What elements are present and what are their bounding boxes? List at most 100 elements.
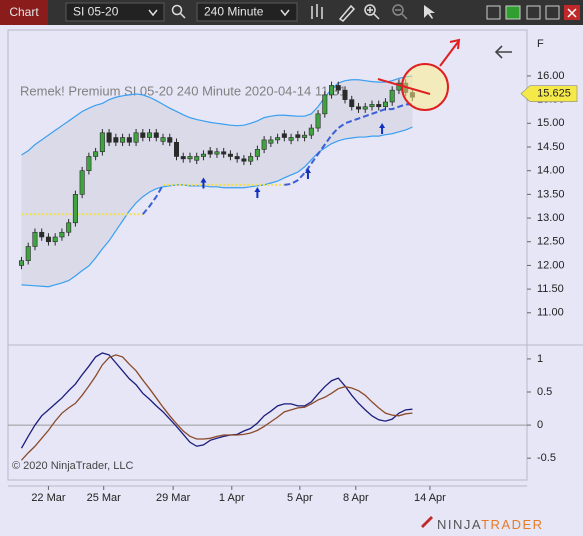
interval-select[interactable]: [196, 2, 298, 22]
y-tick-label: 0: [537, 419, 543, 431]
y-tick-label: 12.50: [537, 236, 565, 248]
candle-body: [153, 132, 159, 138]
annotation-arrow: [439, 38, 461, 67]
candle-body: [86, 156, 92, 171]
draw-icon[interactable]: [338, 4, 356, 22]
candle-body: [248, 156, 254, 162]
candle-body: [234, 156, 240, 160]
overlay-line: [21, 75, 413, 156]
candle-body: [18, 260, 24, 266]
y-tick-label: 15.00: [537, 117, 565, 129]
candle-body: [25, 246, 31, 261]
y-tick-label: 12.00: [537, 259, 565, 271]
candle-body: [329, 85, 335, 96]
candle-body: [335, 85, 341, 91]
candle-body: [275, 137, 281, 141]
x-tick-label: 5 Apr: [287, 492, 313, 504]
zoom-in-icon[interactable]: [364, 4, 380, 20]
logo: NINJATRADER: [421, 516, 543, 532]
tab-label: Chart: [9, 5, 39, 19]
candle-body: [349, 99, 355, 108]
pointer-icon[interactable]: [424, 5, 435, 19]
window-button[interactable]: [486, 5, 501, 20]
x-tick-label: 1 Apr: [219, 492, 245, 504]
back-arrow-icon[interactable]: [494, 45, 512, 59]
candle-body: [227, 153, 233, 157]
candle-body: [295, 134, 301, 138]
x-tick-label: 29 Mar: [156, 492, 191, 504]
interval-label: 240 Minute: [204, 5, 264, 19]
dropdown-caret: [280, 9, 290, 17]
candle-body: [167, 137, 173, 143]
candle-body: [52, 236, 58, 243]
instrument-select[interactable]: [65, 2, 165, 22]
candle-body: [126, 137, 132, 143]
candle-body: [187, 156, 193, 160]
overlay-line: [142, 103, 413, 215]
oscillator-line: [20, 352, 413, 449]
y-tick-label: 14.00: [537, 165, 565, 177]
candle-body: [261, 139, 267, 150]
candle-body: [79, 170, 85, 195]
candle-body: [59, 231, 65, 238]
y-tick-label: 0.5: [537, 386, 552, 398]
y-tick-label: 11.00: [537, 307, 564, 319]
dropdown-caret: [148, 9, 158, 17]
y-tick-label: -0.5: [537, 452, 556, 464]
maximize-button[interactable]: [545, 5, 560, 20]
candle-body: [221, 151, 227, 155]
x-tick-label: 22 Mar: [31, 492, 66, 504]
candle-body: [174, 141, 180, 157]
last-price-tag: [520, 85, 578, 103]
signal-arrow: [304, 168, 311, 180]
y-tick-label: 14.50: [537, 141, 565, 153]
candle-body: [180, 156, 186, 160]
oscillator-line: [21, 354, 413, 461]
chart-tab[interactable]: [0, 0, 48, 25]
candle-body: [200, 153, 206, 157]
band-fill: [21, 75, 413, 287]
logo-right: TRADER: [481, 517, 543, 532]
candle-body: [72, 194, 78, 224]
y-tick-label: 1: [537, 353, 543, 365]
candle-body: [32, 231, 38, 247]
overlay-line: [21, 183, 285, 216]
search-icon[interactable]: [171, 4, 186, 19]
signal-arrow: [379, 123, 386, 135]
candle-body: [369, 104, 375, 108]
annotation-line: [377, 78, 431, 95]
copyright: © 2020 NinjaTrader, LLC: [12, 460, 133, 472]
bars-icon[interactable]: [311, 4, 323, 19]
candle-body: [389, 89, 395, 103]
candle-body: [254, 149, 260, 157]
plot-layer: Remek! Premium SI 05-20 240 Minute 2020-…: [8, 38, 578, 504]
x-tick-label: 25 Mar: [87, 492, 122, 504]
annotation-circle: [401, 63, 449, 111]
y-tick-label: 11.50: [537, 283, 564, 295]
candle-body: [140, 132, 146, 138]
candle-body: [120, 137, 126, 143]
candle-body: [302, 134, 308, 138]
candle-body: [355, 106, 361, 110]
close-glyph: [567, 8, 577, 18]
candle-body: [288, 137, 294, 141]
instrument-label: SI 05-20: [73, 5, 119, 19]
candle-body: [315, 113, 321, 129]
candle-body: [268, 139, 274, 144]
window-button[interactable]: [505, 5, 521, 20]
minimize-button[interactable]: [526, 5, 541, 20]
candle-body: [194, 156, 200, 161]
candle-body: [93, 151, 99, 157]
zoom-out-icon[interactable]: [392, 4, 408, 20]
candle-body: [133, 132, 139, 143]
signal-arrow: [200, 177, 207, 189]
candle-body: [113, 137, 119, 143]
panel-frame: [7, 29, 528, 481]
candle-body: [362, 106, 368, 110]
candle-body: [376, 104, 382, 108]
logo-mark: [421, 516, 433, 528]
candle-body: [241, 158, 247, 162]
candle-body: [39, 231, 45, 238]
